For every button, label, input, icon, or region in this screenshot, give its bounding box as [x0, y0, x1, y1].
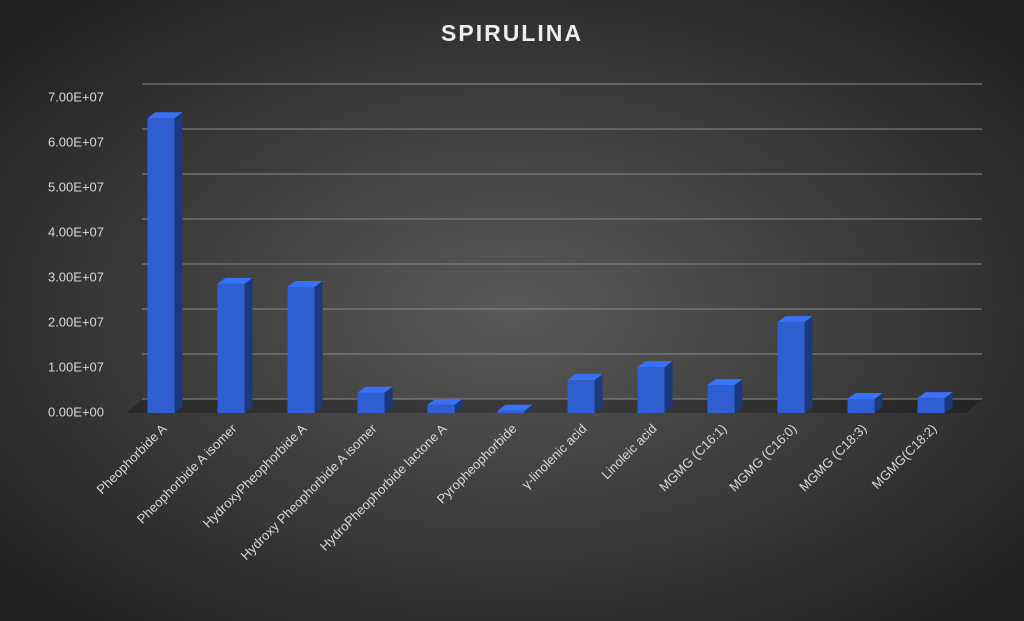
- bar-side: [734, 379, 743, 413]
- y-tick-label: 7.00E+07: [48, 89, 104, 104]
- bar: [357, 392, 385, 413]
- bar: [427, 404, 455, 413]
- bar: [567, 380, 595, 413]
- bar: [147, 118, 175, 413]
- y-tick-label: 4.00E+07: [48, 224, 104, 239]
- bar-side: [384, 386, 393, 413]
- bar-top: [917, 392, 953, 399]
- y-tick-label: 1.00E+07: [48, 359, 104, 374]
- bar-top: [357, 386, 393, 393]
- bar: [287, 287, 315, 413]
- y-tick-label: 5.00E+07: [48, 179, 104, 194]
- y-tick-label: 3.00E+07: [48, 269, 104, 284]
- floor: [126, 399, 982, 413]
- bar-top: [427, 398, 463, 405]
- chart-title: SPIRULINA: [441, 20, 583, 46]
- bar: [637, 367, 665, 413]
- bar-top: [497, 404, 533, 411]
- bar-top: [707, 379, 743, 386]
- bar: [917, 398, 945, 413]
- bar-top: [847, 393, 883, 400]
- bar: [217, 283, 245, 413]
- bar-side: [874, 393, 883, 413]
- y-tick-label: 2.00E+07: [48, 314, 104, 329]
- bar-top: [567, 374, 603, 381]
- bar: [847, 399, 875, 413]
- bar-side: [314, 281, 323, 413]
- bar: [777, 322, 805, 413]
- bar: [707, 385, 735, 413]
- bar-top: [217, 277, 253, 284]
- bar-top: [637, 361, 673, 368]
- y-tick-label: 0.00E+00: [48, 404, 104, 419]
- bar-side: [804, 316, 813, 413]
- bar-side: [944, 392, 953, 413]
- bar-top: [287, 281, 323, 287]
- bar-side: [174, 112, 183, 413]
- bar-side: [244, 277, 253, 413]
- bar-side: [594, 374, 603, 413]
- bar-top: [777, 316, 813, 323]
- bar-side: [664, 361, 673, 413]
- bar-top: [147, 112, 183, 119]
- bar: [497, 410, 525, 413]
- bar-side: [454, 398, 463, 413]
- y-tick-label: 6.00E+07: [48, 134, 104, 149]
- bar-side: [524, 404, 533, 413]
